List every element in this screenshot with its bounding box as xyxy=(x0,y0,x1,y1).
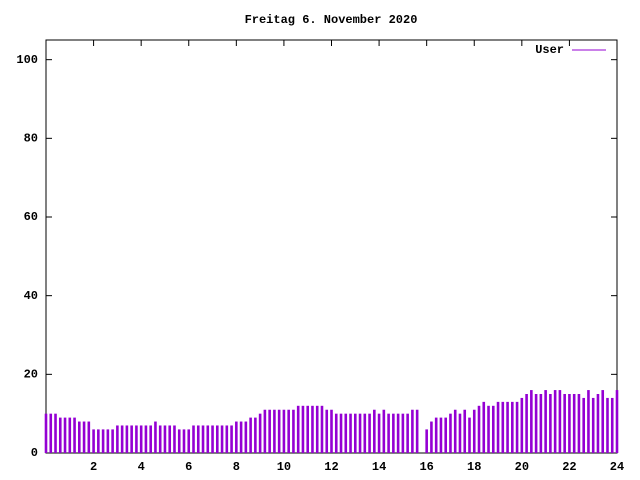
y-tick-label: 100 xyxy=(16,53,38,67)
x-tick-label: 8 xyxy=(233,460,240,474)
x-tick-label: 10 xyxy=(277,460,291,474)
x-tick-label: 16 xyxy=(419,460,433,474)
x-tick-label: 20 xyxy=(515,460,529,474)
x-tick-label: 22 xyxy=(562,460,576,474)
x-tick-label: 24 xyxy=(610,460,624,474)
y-tick-label: 20 xyxy=(24,368,38,382)
x-tick-label: 2 xyxy=(90,460,97,474)
x-tick-label: 6 xyxy=(185,460,192,474)
x-tick-label: 4 xyxy=(138,460,145,474)
y-tick-label: 80 xyxy=(24,132,38,146)
x-tick-label: 18 xyxy=(467,460,481,474)
y-tick-label: 0 xyxy=(31,446,38,460)
legend-label: User xyxy=(535,43,564,57)
y-tick-label: 40 xyxy=(24,289,38,303)
y-tick-label: 60 xyxy=(24,210,38,224)
chart-title: Freitag 6. November 2020 xyxy=(245,13,418,27)
x-tick-label: 14 xyxy=(372,460,386,474)
x-tick-label: 12 xyxy=(324,460,338,474)
